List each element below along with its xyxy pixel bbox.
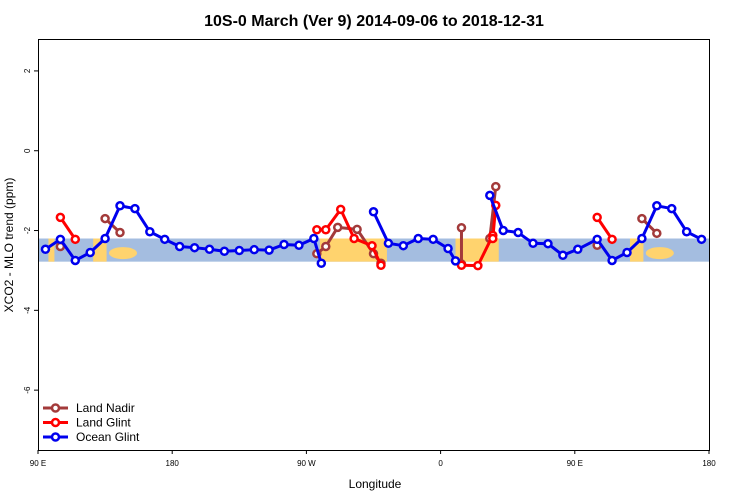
data-point [249,244,259,255]
data-point [450,256,461,266]
y-axis: 2 0 -2 -4 -6 [23,68,38,394]
data-point [279,239,289,250]
x-tick-label: 90 E [30,459,46,468]
data-point [100,213,110,224]
data-point [294,240,304,251]
land-shape [629,238,644,262]
data-point [413,233,423,244]
data-point [592,212,602,223]
data-point [592,234,602,245]
chart-title: 10S-0 March (Ver 9) 2014-09-06 to 2018-1… [204,13,544,30]
data-point [637,213,647,224]
data-point [637,233,647,244]
data-point [335,204,346,215]
y-tick-label: -6 [23,386,32,394]
data-point [528,238,538,249]
data-point [485,190,495,201]
data-point [312,224,322,235]
data-point [488,233,498,244]
data-point [491,181,501,192]
data-point [443,243,453,254]
y-tick-label: -4 [23,306,32,314]
data-point [622,247,632,258]
x-tick-label: 90 E [567,459,583,468]
series-ocean-glint [40,190,707,269]
y-axis-label: XCO2 - MLO trend (ppm) [2,178,16,313]
x-tick-label: 180 [702,459,716,468]
data-point [115,227,125,238]
data-point [189,242,200,253]
data-point [367,240,377,251]
data-point [428,234,438,245]
legend-marker [50,403,61,413]
data-point [321,241,331,252]
land-shape [645,247,674,260]
land-shape [48,238,55,262]
data-point [607,234,617,245]
data-point [666,203,677,214]
data-point [368,207,379,217]
x-axis: 90 E 180 90 W 0 90 E 180 [30,450,716,468]
data-point [264,245,274,255]
data-point [70,255,81,266]
data-point [174,241,185,252]
data-point [498,225,508,236]
data-point [130,203,140,214]
legend-marker [50,417,61,428]
legend-label: Ocean Glint [76,430,140,444]
data-point [376,260,386,270]
data-point [55,234,66,245]
x-axis-label: Longitude [349,477,402,491]
series-line [488,186,498,239]
data-point [456,260,467,270]
data-point [513,227,523,238]
data-point [100,233,110,244]
data-point [652,228,662,239]
data-point [204,244,215,255]
data-point [398,240,409,251]
land-shape [93,238,107,262]
data-point [85,247,95,258]
data-point [543,238,553,249]
x-tick-label: 180 [166,459,180,468]
data-point [573,244,583,255]
data-point [696,234,707,245]
x-tick-label: 0 [438,459,443,468]
data-point [332,222,343,233]
data-point [234,245,245,256]
data-point [70,234,81,245]
data-point [383,238,394,249]
data-point [681,226,692,237]
plot-frame [38,39,710,451]
x-tick-label: 90 W [297,459,316,468]
legend-marker [50,432,61,442]
data-point [55,212,66,223]
y-tick-label: 0 [23,148,32,153]
data-point [145,226,155,237]
data-point [456,222,467,233]
y-tick-label: 2 [23,68,32,73]
data-point [219,246,230,257]
data-point [349,233,359,244]
data-point [159,234,170,245]
y-tick-label: -2 [23,226,32,234]
legend-label: Land Nadir [76,401,135,415]
data-point [115,201,125,211]
data-point [352,224,362,235]
data-point [321,224,331,235]
data-point [40,244,51,255]
data-point [652,201,662,211]
data-point [473,260,483,271]
data-point [309,233,319,244]
legend-label: Land Glint [76,416,131,430]
data-point [607,255,617,266]
data-point [316,258,327,269]
land-shape [108,247,137,260]
series-layer [40,181,707,271]
data-point [558,250,568,261]
